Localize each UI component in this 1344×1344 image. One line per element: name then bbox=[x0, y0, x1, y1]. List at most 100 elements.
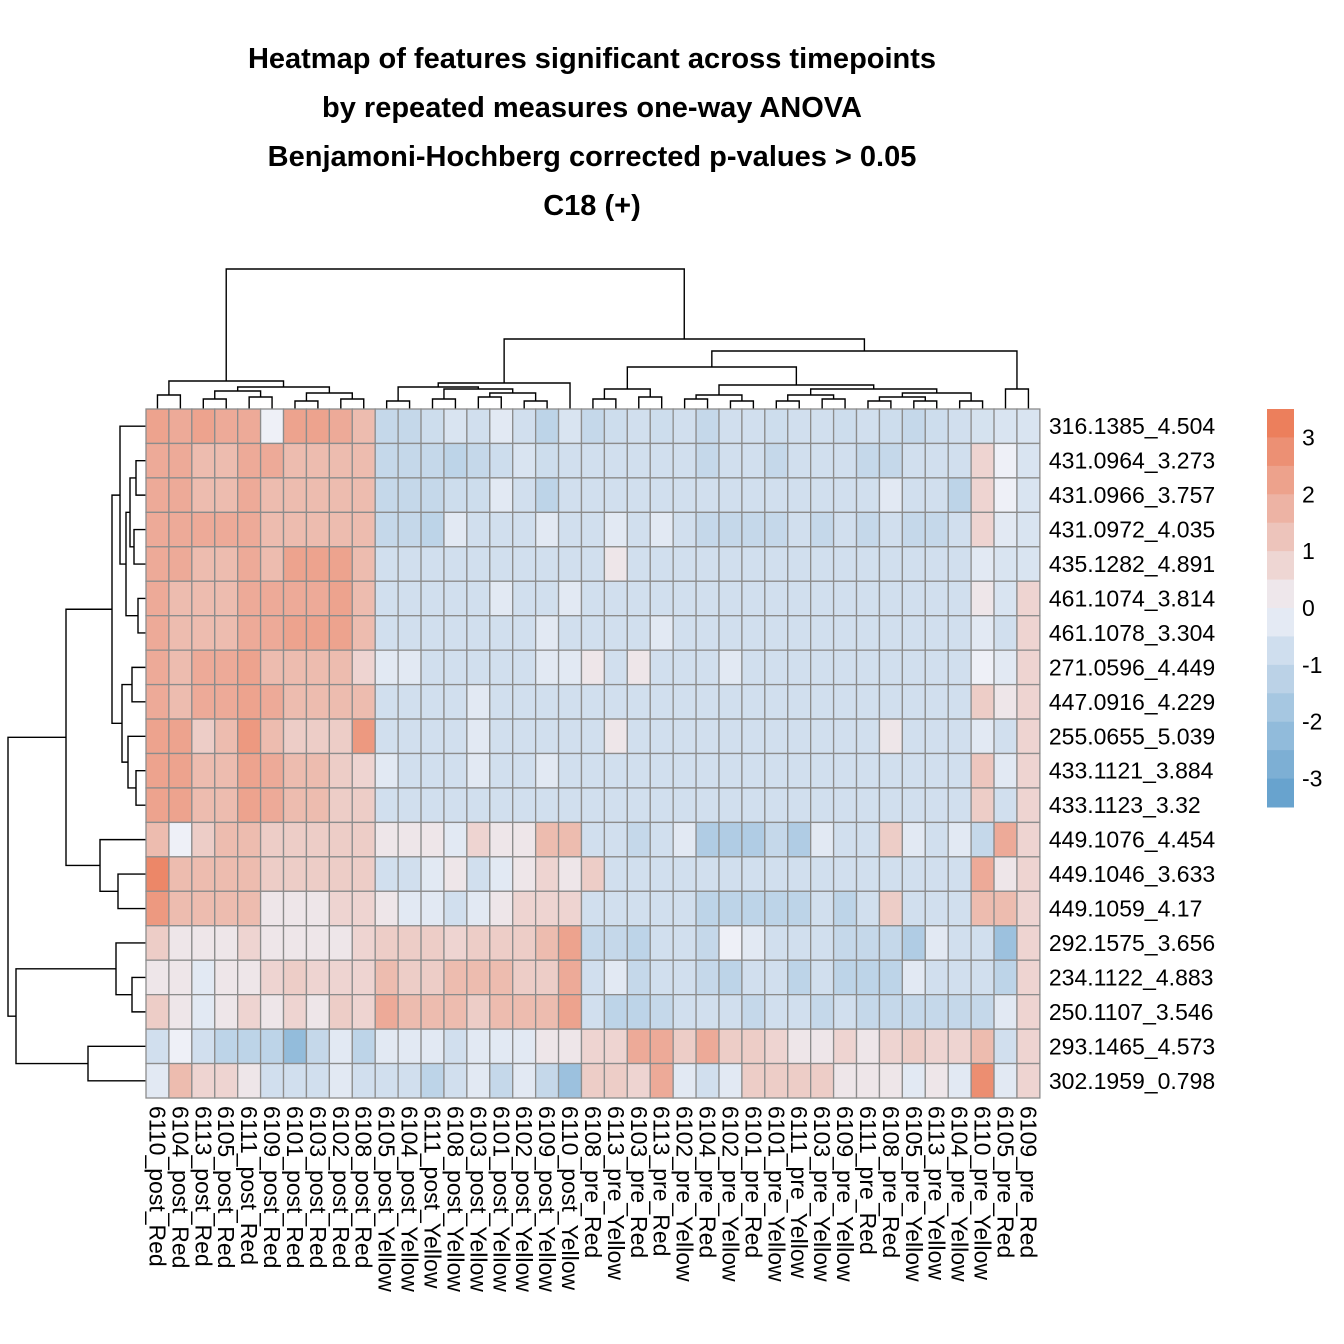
heatmap-cell bbox=[282, 787, 308, 824]
heatmap-cell bbox=[970, 580, 995, 617]
heatmap-cell bbox=[741, 1028, 766, 1065]
heatmap-cell bbox=[328, 787, 353, 824]
heatmap-cell bbox=[855, 925, 881, 961]
heatmap-cell bbox=[947, 408, 972, 445]
heatmap-cell bbox=[901, 718, 926, 755]
heatmap-cell bbox=[374, 1062, 399, 1099]
heatmap-cell bbox=[649, 546, 674, 582]
heatmap-cell bbox=[855, 683, 881, 720]
column-label: 6113_pre_Yellow bbox=[603, 1106, 629, 1280]
heatmap-cell bbox=[672, 615, 697, 651]
heatmap-cell bbox=[901, 649, 926, 686]
heatmap-cell bbox=[191, 925, 216, 961]
heatmap-cell bbox=[901, 615, 926, 651]
heatmap-cell bbox=[855, 408, 881, 445]
heatmap-cell bbox=[741, 821, 766, 858]
row-label: 431.0966_3.757 bbox=[1049, 482, 1215, 508]
heatmap-cell bbox=[557, 856, 583, 892]
heatmap-cell bbox=[878, 752, 904, 789]
heatmap-cell bbox=[557, 442, 583, 479]
heatmap-cell bbox=[512, 683, 537, 720]
heatmap-cell bbox=[993, 959, 1018, 996]
heatmap-cell bbox=[787, 959, 812, 996]
heatmap-cell bbox=[282, 752, 308, 789]
heatmap-cell bbox=[832, 925, 858, 961]
heatmap-cell bbox=[741, 683, 766, 720]
heatmap-cell bbox=[466, 615, 491, 651]
heatmap-cell bbox=[237, 546, 262, 582]
legend-swatch bbox=[1267, 664, 1294, 694]
heatmap-cell bbox=[764, 408, 789, 445]
heatmap-cell bbox=[741, 890, 766, 927]
heatmap-cell bbox=[168, 752, 193, 789]
heatmap-cell bbox=[580, 477, 606, 513]
column-dendrogram-link bbox=[683, 398, 709, 409]
heatmap-cell bbox=[443, 890, 468, 927]
heatmap-cell bbox=[580, 959, 606, 996]
heatmap-cell bbox=[397, 1028, 422, 1065]
heatmap-cell bbox=[351, 994, 376, 1030]
heatmap-cell bbox=[603, 1028, 628, 1065]
heatmap-cell bbox=[695, 477, 720, 513]
heatmap-cell bbox=[420, 718, 445, 755]
heatmap-cell bbox=[259, 787, 285, 824]
heatmap-cell bbox=[305, 511, 331, 548]
heatmap-cell bbox=[534, 1028, 560, 1065]
heatmap-cell bbox=[1016, 580, 1041, 617]
heatmap-cell bbox=[328, 408, 353, 445]
heatmap-cell bbox=[145, 925, 170, 961]
heatmap-cell bbox=[534, 546, 560, 582]
row-dendrogram-link bbox=[15, 968, 116, 1065]
heatmap-cell bbox=[168, 511, 193, 548]
column-label: 6111_pre_Yellow bbox=[786, 1106, 812, 1279]
heatmap-cell bbox=[764, 994, 789, 1030]
heatmap-cell bbox=[1016, 856, 1041, 892]
heatmap-cell bbox=[443, 442, 468, 479]
heatmap-cell bbox=[626, 787, 651, 824]
heatmap-cell bbox=[901, 511, 926, 548]
heatmap-cell bbox=[145, 1028, 170, 1065]
column-dendrogram-link bbox=[236, 386, 331, 393]
legend-swatch bbox=[1267, 608, 1294, 637]
heatmap-cell bbox=[787, 718, 812, 755]
heatmap-cell bbox=[787, 890, 812, 927]
heatmap-cell bbox=[878, 1062, 904, 1099]
heatmap-cell bbox=[328, 649, 353, 686]
heatmap-cell bbox=[237, 925, 262, 961]
heatmap-cell bbox=[672, 649, 697, 686]
heatmap-cell bbox=[878, 649, 904, 686]
heatmap-cell bbox=[237, 752, 262, 789]
column-dendrogram-link bbox=[503, 338, 866, 383]
heatmap-cell bbox=[626, 821, 651, 858]
column-dendrogram-link bbox=[592, 398, 617, 409]
heatmap-cell bbox=[214, 477, 239, 513]
row-label: 435.1282_4.891 bbox=[1049, 551, 1215, 577]
heatmap-cell bbox=[603, 821, 628, 858]
column-label: 6105_pre_Red bbox=[993, 1106, 1019, 1258]
heatmap-cell bbox=[993, 683, 1018, 720]
heatmap-cell bbox=[672, 718, 697, 755]
heatmap-cell bbox=[191, 408, 216, 445]
heatmap-cell bbox=[489, 546, 514, 582]
heatmap-cell bbox=[420, 925, 445, 961]
heatmap-cell bbox=[351, 1028, 376, 1065]
heatmap-cell bbox=[947, 890, 972, 927]
heatmap-cell bbox=[672, 477, 697, 513]
heatmap-cell bbox=[580, 890, 606, 927]
heatmap-cell bbox=[512, 959, 537, 996]
row-dendrogram-link bbox=[127, 735, 146, 789]
row-label: 255.0655_5.039 bbox=[1049, 723, 1215, 749]
heatmap-cell bbox=[947, 683, 972, 720]
heatmap-cell bbox=[489, 821, 514, 858]
heatmap-cell bbox=[351, 511, 376, 548]
heatmap-cell bbox=[649, 959, 674, 996]
heatmap-cell bbox=[810, 649, 835, 686]
heatmap-cell bbox=[374, 718, 399, 755]
heatmap-cell bbox=[191, 683, 216, 720]
heatmap-cell bbox=[305, 442, 331, 479]
heatmap-cell bbox=[832, 787, 858, 824]
heatmap-cell bbox=[351, 890, 376, 927]
heatmap-cell bbox=[695, 649, 720, 686]
heatmap-cell bbox=[374, 408, 399, 445]
heatmap-cell bbox=[580, 1062, 606, 1099]
